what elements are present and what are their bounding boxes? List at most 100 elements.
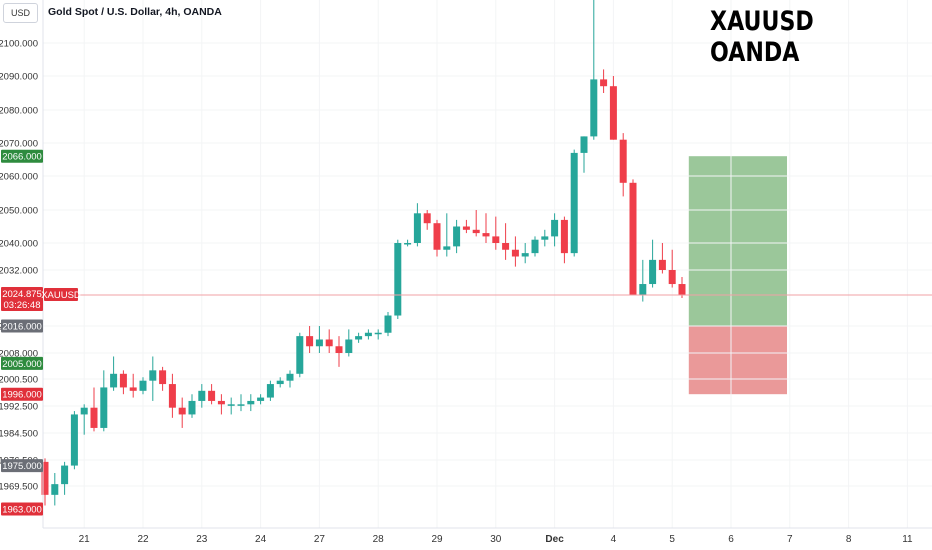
- candle-body: [462, 226, 470, 230]
- price-badge: 2005.000: [1, 356, 43, 370]
- candle-body: [345, 339, 353, 353]
- chart-grid: [43, 0, 932, 528]
- y-tick-label: 1984.500: [0, 429, 38, 440]
- price-badge-label: 2005.000: [2, 359, 42, 370]
- candle: [266, 380, 274, 401]
- candle: [168, 373, 176, 418]
- price-badges: 2066.000 2016.000 2005.000 1996.000 1975.000…: [1, 149, 81, 516]
- candle-body: [296, 336, 304, 374]
- candle: [41, 458, 49, 506]
- candle: [51, 473, 59, 506]
- broker-name: OANDA: [710, 37, 800, 68]
- candle: [413, 203, 421, 247]
- price-badge-label: 1975.000: [2, 461, 42, 472]
- candle: [472, 210, 480, 237]
- candle-body: [237, 404, 245, 406]
- x-tick-label: 30: [490, 534, 502, 545]
- candle: [70, 411, 78, 470]
- y-tick-label: 1969.500: [0, 482, 38, 493]
- candle-body: [443, 246, 451, 250]
- y-tick-label: 2100.000: [0, 39, 38, 50]
- candle: [580, 136, 588, 173]
- y-axis[interactable]: 2100.000 2090.000 2080.000 2070.000 2060.000…: [0, 39, 38, 493]
- candle: [335, 336, 343, 367]
- y-tick-label: 2060.000: [0, 172, 38, 183]
- x-tick-label: 4: [611, 534, 617, 545]
- y-tick-label: 2000.500: [0, 375, 38, 386]
- candle-body: [678, 284, 686, 295]
- candle-body: [658, 259, 666, 270]
- candle-body: [100, 387, 108, 428]
- candle-body: [600, 79, 608, 87]
- candle-body: [521, 253, 529, 257]
- candle-body: [394, 243, 402, 316]
- candle: [217, 394, 225, 415]
- candle: [404, 239, 412, 247]
- candle: [227, 397, 235, 415]
- candle-body: [325, 339, 333, 347]
- x-axis[interactable]: 21 22 23 24 27 28 29 30 Dec 4 5 6 7 8 11: [79, 534, 913, 545]
- candle: [619, 133, 627, 197]
- candle: [188, 394, 196, 418]
- x-tick-label: Dec: [545, 534, 564, 545]
- candle: [374, 329, 382, 340]
- candle-body: [266, 384, 274, 398]
- price-badge: 2066.000: [1, 149, 43, 163]
- candle-body: [433, 223, 441, 250]
- y-tick-label: 2050.000: [0, 206, 38, 217]
- candle-body: [560, 219, 568, 254]
- price-badge-label: 1996.000: [2, 390, 42, 401]
- candle: [296, 332, 304, 378]
- currency-selector[interactable]: USD: [3, 3, 38, 23]
- candle-body: [217, 400, 225, 405]
- candle: [511, 236, 519, 267]
- candle-body: [129, 387, 137, 391]
- candle-body: [374, 332, 382, 335]
- candle-body: [139, 380, 147, 391]
- candle: [325, 329, 333, 353]
- price-badge-bg: [1, 319, 43, 333]
- x-tick-label: 27: [314, 534, 326, 545]
- candle: [668, 249, 676, 288]
- candle: [90, 387, 98, 432]
- candle-body: [492, 236, 500, 243]
- candle-body: [306, 336, 314, 347]
- price-badge-bg: [1, 356, 43, 370]
- candle-body: [551, 219, 559, 237]
- price-badge-bg: [1, 387, 43, 401]
- candle: [443, 213, 451, 257]
- candle: [80, 404, 88, 435]
- candle-body: [423, 213, 431, 224]
- candle: [100, 370, 108, 432]
- candle-body: [227, 404, 235, 406]
- candle-body: [335, 346, 343, 353]
- candle: [61, 461, 69, 495]
- candle-body: [188, 400, 196, 415]
- candle-body: [41, 461, 49, 495]
- price-badge-bg: [1, 459, 43, 473]
- candle: [482, 213, 490, 243]
- price-badge-bg: [1, 502, 43, 516]
- candle: [286, 370, 294, 388]
- candle: [257, 394, 265, 405]
- current-price-bg: [1, 287, 43, 311]
- x-tick-label: 22: [137, 534, 149, 545]
- candle: [159, 366, 167, 391]
- candle: [208, 384, 216, 405]
- price-badge: 1996.000: [1, 387, 43, 401]
- bar-countdown: 03:26:48: [4, 300, 41, 311]
- y-tick-label: 2090.000: [0, 72, 38, 83]
- candle-body: [178, 407, 186, 415]
- candle-body: [629, 182, 637, 295]
- candle-body: [119, 373, 127, 388]
- candle: [276, 377, 284, 388]
- candle-body: [482, 233, 490, 237]
- candle-body: [668, 270, 676, 285]
- candle: [551, 213, 559, 247]
- long-position-tool[interactable]: [688, 156, 787, 395]
- candle-body: [502, 243, 510, 250]
- candle: [364, 329, 372, 340]
- candle: [237, 394, 245, 412]
